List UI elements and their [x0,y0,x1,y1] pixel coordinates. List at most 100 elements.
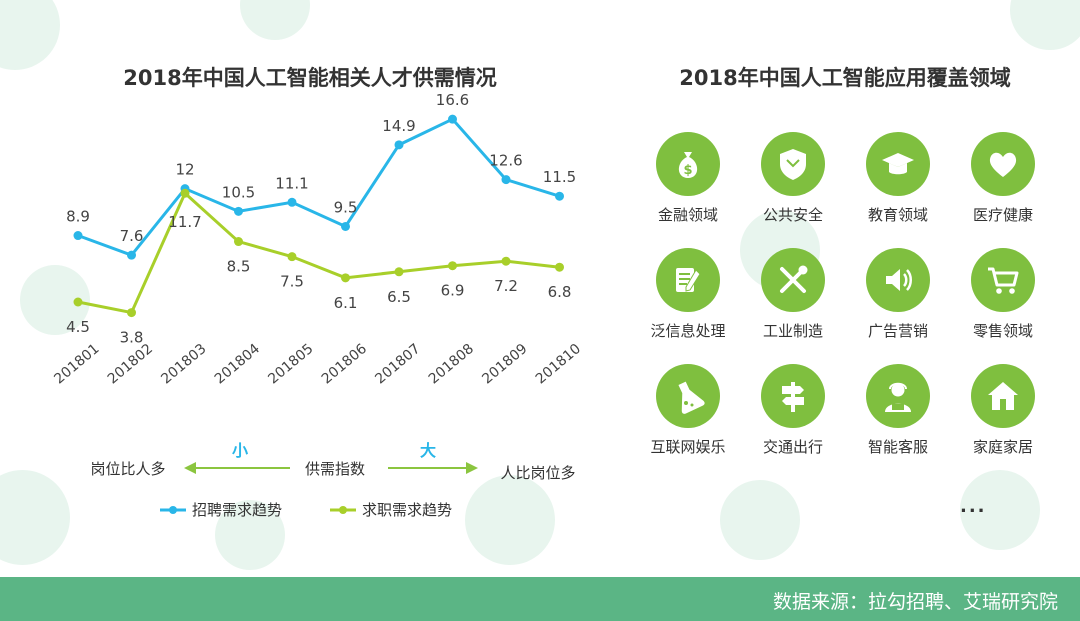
legend-label: 招聘需求趋势 [192,501,282,519]
domain-item: 广告营销 [858,248,938,341]
domain-label: 工业制造 [762,322,823,340]
series-line-2 [77,190,560,315]
right-panel-title: 2018年中国人工智能应用覆盖领域 [679,66,1011,90]
domain-item: $ 金融领域 [648,132,728,225]
data-label: 3.8 [120,329,144,347]
data-label: 12 [175,161,194,179]
domain-item: 工业制造 [753,248,833,341]
graduation-cap-icon [866,132,930,196]
data-point [287,197,297,207]
data-label: 6.9 [441,282,465,300]
watermark-circle [215,500,285,570]
shield-icon [761,132,825,196]
data-point [73,297,83,307]
domain-item: 交通出行 [753,364,833,457]
legend-swatch-marker [169,506,177,514]
data-point [501,256,511,266]
domain-label: 互联网娱乐 [650,438,726,456]
data-label: 11.5 [543,168,576,186]
data-label: 9.5 [334,198,358,216]
data-point [448,261,457,271]
heart-icon [971,132,1035,196]
data-label: 12.6 [489,152,522,170]
data-label: 8.9 [66,208,90,226]
signpost-icon [761,364,825,428]
right-arrow-head [466,462,478,474]
domain-item: 互联网娱乐 [648,364,728,457]
domain-label: 广告营销 [867,322,928,340]
domain-label: 智能客服 [867,438,928,456]
house-icon [971,364,1035,428]
x-tick-label: 201808 [426,341,477,388]
data-label: 6.8 [548,283,572,301]
data-point [73,231,83,241]
x-tick-label: 201807 [372,341,423,388]
data-label: 4.5 [66,318,90,336]
left-panel-title: 2018年中国人工智能相关人才供需情况 [123,66,497,90]
x-tick-label: 201809 [479,341,530,388]
footer-bar: 数据来源：拉勾招聘、艾瑞研究院 [0,577,1080,621]
data-label: 16.6 [436,91,469,109]
data-point [234,237,243,247]
data-label: 11.1 [275,174,308,192]
domain-label: 家庭家居 [972,438,1033,456]
data-source-text: 数据来源：拉勾招聘、艾瑞研究院 [772,591,1058,613]
domain-label: 公共安全 [762,206,823,224]
domain-item: 教育领域 [858,132,938,225]
data-label: 7.5 [280,273,304,291]
domain-item: 智能客服 [858,364,938,457]
domain-label: 零售领域 [972,322,1033,340]
index-label: 供需指数 [305,460,365,478]
domain-item: 医疗健康 [963,132,1043,225]
legend-swatch-marker [339,506,347,514]
watermark-circle [960,470,1040,550]
data-point [448,114,457,124]
data-point [287,252,297,262]
more-ellipsis: ... [960,496,987,517]
data-label: 6.5 [387,288,411,306]
data-point [341,273,350,283]
data-point [127,308,136,318]
right-arrow-text: 人比岗位多 [500,464,575,482]
domain-label: 医疗健康 [972,206,1033,224]
domain-label: 教育领域 [867,206,928,224]
data-label: 6.1 [334,294,358,312]
x-tick-label: 201810 [533,341,584,388]
money-bag-icon: $ [656,132,720,196]
svg-text:$: $ [683,163,692,178]
data-point [234,206,243,216]
left-arrow-head [184,462,196,474]
domain-item: 零售领域 [963,248,1043,341]
domain-label: 交通出行 [762,438,823,456]
data-label: 10.5 [222,183,255,201]
left-arrow-tag: 小 [232,441,248,460]
series-line-1 [77,117,560,257]
left-arrow-text: 岗位比人多 [90,460,165,478]
data-label: 14.9 [382,117,415,135]
domain-label: 泛信息处理 [650,322,726,340]
notepad-pencil-icon [656,248,720,312]
data-point [394,267,404,277]
shopping-cart-icon [971,248,1035,312]
data-label: 8.5 [227,258,251,276]
data-point [180,188,190,198]
data-label: 7.2 [494,277,518,295]
flask-icon [656,364,720,428]
x-tick-label: 201804 [212,341,263,388]
data-point [127,250,136,260]
domain-item: 公共安全 [753,132,833,225]
data-point [555,262,564,272]
supply-demand-line-chart: 8.9 7.6 12 10.5 11.1 9.5 14.9 16.6 12.6 11.5 4.5 3.… [51,91,584,519]
data-point [341,221,350,231]
domain-item: 家庭家居 [963,364,1043,457]
x-tick-label: 201801 [51,341,102,388]
x-tick-label: 201806 [319,341,370,388]
x-tick-label: 201802 [105,341,156,388]
x-tick-label: 201805 [265,341,316,388]
wrench-screwdriver-icon [761,248,825,312]
watermark-circle [1010,0,1080,50]
customer-service-icon [866,364,930,428]
data-point [555,191,564,201]
domain-label: 金融领域 [657,206,718,224]
legend-label: 求职需求趋势 [362,501,452,519]
